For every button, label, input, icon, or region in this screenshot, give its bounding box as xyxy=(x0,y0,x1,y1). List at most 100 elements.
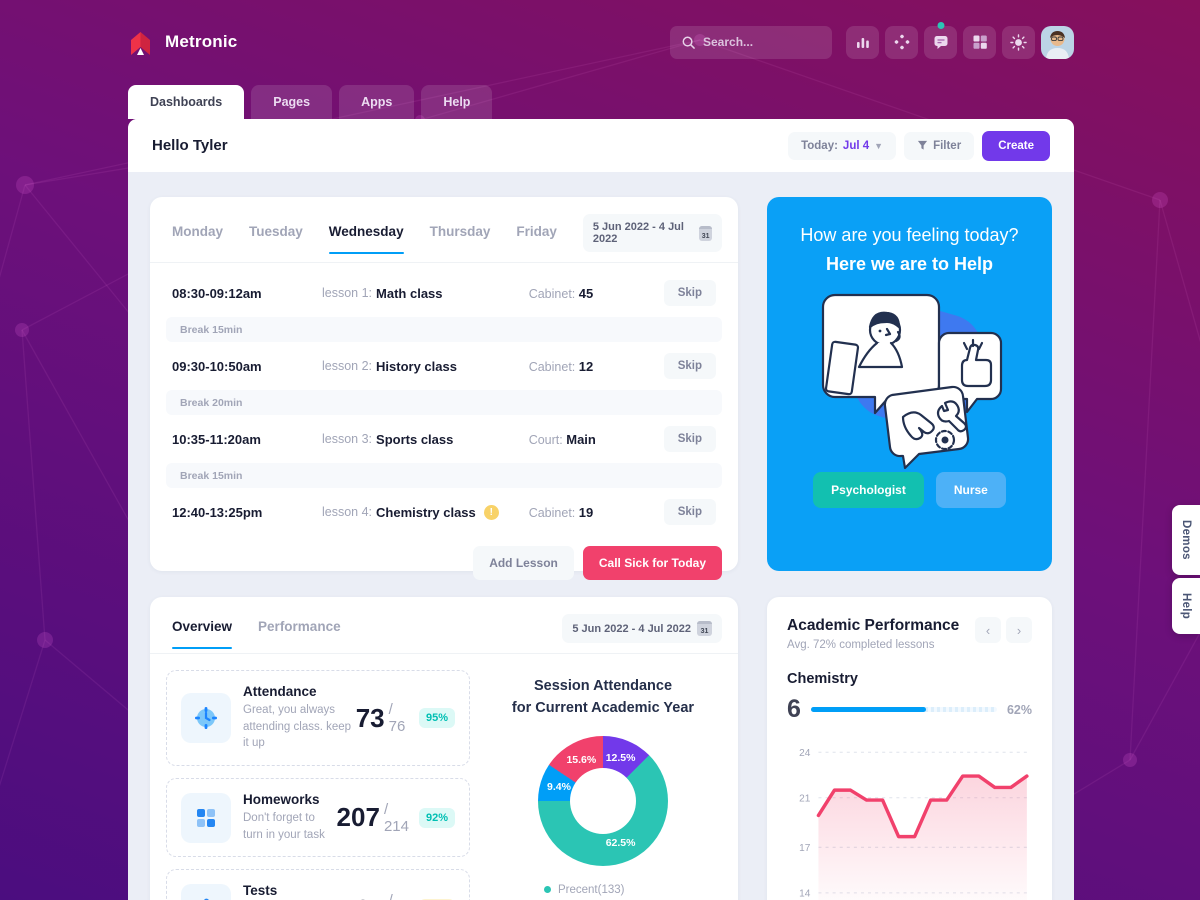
nurse-button[interactable]: Nurse xyxy=(935,472,1006,508)
stat-value: 27 xyxy=(356,894,385,900)
lesson-label: lesson 2: xyxy=(322,359,373,373)
page-header: Hello Tyler Today: Jul 4 ▼ Filter Create xyxy=(128,119,1074,172)
brand-name: Metronic xyxy=(165,32,238,51)
schedule-date-range[interactable]: 5 Jun 2022 - 4 Jul 2022 31 xyxy=(582,214,722,252)
place-label: Court: xyxy=(528,432,563,447)
chemistry-progress-track xyxy=(810,707,997,712)
search-input[interactable] xyxy=(703,35,813,49)
today-date-picker[interactable]: Today: Jul 4 ▼ xyxy=(788,131,897,160)
donut-slice-label: 62.5% xyxy=(605,836,636,849)
page-title: Hello Tyler xyxy=(152,137,228,154)
wellbeing-title: How are you feeling today? xyxy=(800,225,1019,245)
stat-desc: Great, you always attending class. keep … xyxy=(243,704,352,750)
donut-hole xyxy=(570,767,636,834)
tests-stat-card: Tests You take 12 subjects at 27 / 38 80… xyxy=(166,869,470,900)
academic-subtitle: Avg. 72% completed lessons xyxy=(787,639,935,651)
attendance-clock-icon xyxy=(195,707,217,729)
psychologist-button[interactable]: Psychologist xyxy=(813,472,924,508)
calendar-icon: 31 xyxy=(699,225,712,241)
skip-button[interactable]: Skip xyxy=(663,499,716,525)
legend-dot xyxy=(544,886,551,893)
create-button[interactable]: Create xyxy=(982,130,1050,161)
break-row: Break 15min xyxy=(166,463,722,488)
svg-text:24: 24 xyxy=(799,748,811,759)
svg-text:17: 17 xyxy=(799,843,811,854)
donut-slice-label: 12.5% xyxy=(605,752,636,764)
search-box[interactable] xyxy=(670,25,832,59)
side-tab-demos[interactable]: Demos xyxy=(1172,505,1200,575)
schedule-card: Monday Tuesday Wednesday Thursday Friday… xyxy=(150,197,738,580)
search-icon xyxy=(682,36,695,49)
homeworks-icon-tile xyxy=(181,792,231,843)
tab-help[interactable]: Help xyxy=(421,85,493,119)
subject-grade: 6 xyxy=(787,695,801,723)
place-value: 45 xyxy=(578,285,594,301)
main-nav-tabs: Dashboards Pages Apps Help xyxy=(128,85,493,119)
add-lesson-button[interactable]: Add Lesson xyxy=(473,546,574,580)
day-tab-tuesday[interactable]: Tuesday xyxy=(249,223,303,239)
apps-grid-button[interactable] xyxy=(963,25,996,59)
donut-slice-label: 15.6% xyxy=(566,753,597,766)
overview-card: Overview Performance 5 Jun 2022 - 4 Jul … xyxy=(150,597,738,900)
lesson-label: lesson 1: xyxy=(322,286,373,300)
skip-button[interactable]: Skip xyxy=(663,426,716,452)
tab-apps[interactable]: Apps xyxy=(339,85,415,119)
tab-pages[interactable]: Pages xyxy=(251,85,333,119)
lesson-subject: Sports class xyxy=(376,431,454,447)
subject-name: Chemistry xyxy=(787,671,858,687)
four-diamonds-icon xyxy=(894,34,909,50)
stat-title: Homeworks xyxy=(243,792,320,808)
overview-date-range[interactable]: 5 Jun 2022 - 4 Jul 2022 31 xyxy=(562,614,722,643)
filter-label: Filter xyxy=(933,139,962,152)
stats-column: Attendance Great, you always attending c… xyxy=(166,670,470,900)
call-sick-button[interactable]: Call Sick for Today xyxy=(582,546,722,580)
today-label: Today: xyxy=(801,139,838,152)
tab-dashboards[interactable]: Dashboards xyxy=(128,85,245,119)
attendance-chart-column: Session Attendance for Current Academic … xyxy=(484,670,722,900)
tests-icon-tile xyxy=(181,884,231,900)
date-range-label: 5 Jun 2022 - 4 Jul 2022 xyxy=(592,221,684,245)
attendance-donut: 12.5% 62.5% 9.4% 15.6% xyxy=(538,735,668,866)
progress-percent: 62% xyxy=(1006,702,1032,717)
break-row: Break 20min xyxy=(166,390,722,415)
sun-icon xyxy=(1010,33,1027,51)
stat-total: / 38 xyxy=(389,892,409,900)
topbar: Metronic xyxy=(0,0,1200,84)
chat-notification-dot xyxy=(937,21,944,29)
chat-button[interactable] xyxy=(924,21,957,59)
day-tab-friday[interactable]: Friday xyxy=(516,223,557,239)
filter-button[interactable]: Filter xyxy=(904,131,975,160)
tab-performance[interactable]: Performance xyxy=(258,619,341,634)
side-tab-help[interactable]: Help xyxy=(1172,578,1200,635)
overview-tabs: Overview Performance 5 Jun 2022 - 4 Jul … xyxy=(150,597,738,654)
date-range-label: 5 Jun 2022 - 4 Jul 2022 xyxy=(572,622,691,635)
prev-subject-button[interactable]: ‹ xyxy=(975,617,1001,643)
user-avatar[interactable] xyxy=(1041,25,1074,59)
lesson-time: 09:30-10:50am xyxy=(172,358,262,374)
apps-grid-icon xyxy=(973,35,987,49)
place-value: 12 xyxy=(578,358,594,374)
skip-button[interactable]: Skip xyxy=(663,353,716,379)
stat-total: / 214 xyxy=(383,800,409,835)
lesson-time: 08:30-09:12am xyxy=(172,285,262,301)
lesson-row: 09:30-10:50am lesson 2: History class Cab… xyxy=(166,346,722,386)
lesson-label: lesson 4: xyxy=(322,505,373,519)
next-subject-button[interactable]: › xyxy=(1006,617,1032,643)
stat-title: Tests xyxy=(243,883,278,899)
schedule-day-tabs: Monday Tuesday Wednesday Thursday Friday… xyxy=(150,197,738,263)
theme-toggle-button[interactable] xyxy=(1002,25,1035,59)
lesson-row: 08:30-09:12am lesson 1: Math class Cabine… xyxy=(166,273,722,313)
activity-stats-button[interactable] xyxy=(846,25,879,59)
day-tab-wednesday[interactable]: Wednesday xyxy=(328,224,404,254)
day-tab-monday[interactable]: Monday xyxy=(172,223,224,239)
stat-value: 207 xyxy=(336,802,380,833)
bar-chart-icon xyxy=(856,38,869,48)
skip-button[interactable]: Skip xyxy=(663,280,716,306)
metronic-logo-icon xyxy=(131,31,150,55)
main-container: Hello Tyler Today: Jul 4 ▼ Filter Create… xyxy=(128,119,1074,900)
tab-overview[interactable]: Overview xyxy=(172,619,233,649)
quick-links-button[interactable] xyxy=(885,25,918,59)
day-tab-thursday[interactable]: Thursday xyxy=(429,223,491,239)
today-value: Jul 4 xyxy=(842,139,870,152)
place-label: Cabinet: xyxy=(528,505,576,520)
